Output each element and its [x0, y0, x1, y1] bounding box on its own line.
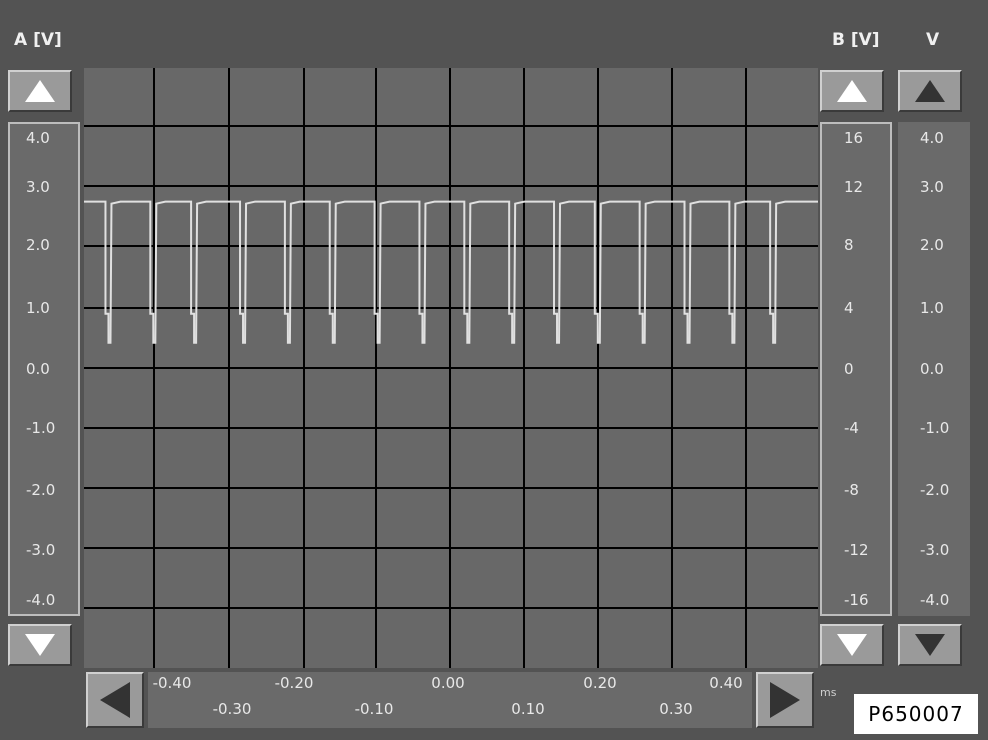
triangle-down-icon — [837, 634, 867, 656]
scale-v-header: V — [926, 30, 940, 50]
scale-b-tick: -8 — [844, 481, 859, 499]
triangle-down-icon — [915, 634, 945, 656]
plot-grid — [84, 68, 818, 668]
scale-a-tick: -2.0 — [26, 481, 56, 499]
scale-a-tick: 1.0 — [26, 299, 50, 317]
scale-b-tick: -4 — [844, 419, 859, 437]
scale-v-tick: 4.0 — [920, 129, 944, 147]
scale-b-tick: -16 — [844, 591, 869, 609]
scale-b-header: B [V] — [832, 30, 880, 50]
scale-b: 16 12 8 4 0 -4 -8 -12 -16 — [820, 122, 892, 616]
triangle-right-icon — [770, 682, 800, 718]
x-tick-minor: 0.30 — [659, 700, 693, 718]
x-unit-label: ms — [820, 686, 837, 699]
x-scroll-left-button[interactable] — [86, 672, 144, 728]
triangle-left-icon — [100, 682, 130, 718]
x-tick-minor: -0.10 — [354, 700, 394, 718]
x-tick-major: -0.20 — [274, 674, 314, 692]
x-tick-major: 0.40 — [709, 674, 743, 692]
x-tick-major: 0.00 — [431, 674, 465, 692]
x-scroll-right-button[interactable] — [756, 672, 814, 728]
scale-a-tick: -1.0 — [26, 419, 56, 437]
scale-a-header: A [V] — [14, 30, 62, 50]
scale-b-tick: 16 — [844, 129, 864, 147]
scale-b-up-button[interactable] — [820, 70, 884, 112]
scale-v-up-button[interactable] — [898, 70, 962, 112]
scale-b-tick: -12 — [844, 541, 869, 559]
scale-v-tick: -4.0 — [920, 591, 950, 609]
signal-trace — [84, 200, 818, 344]
scale-b-tick: 4 — [844, 299, 854, 317]
scale-a: 4.0 3.0 2.0 1.0 0.0 -1.0 -2.0 -3.0 -4.0 — [8, 122, 80, 616]
scale-a-up-button[interactable] — [8, 70, 72, 112]
scale-b-tick: 12 — [844, 178, 864, 196]
scale-v-tick: 1.0 — [920, 299, 944, 317]
scale-v-tick: 2.0 — [920, 236, 944, 254]
x-axis-scale: -0.40 -0.20 0.00 0.20 0.40 -0.30 -0.10 0.10 0.30 — [148, 672, 752, 728]
scale-a-tick: 4.0 — [26, 129, 50, 147]
scale-v-tick: -3.0 — [920, 541, 950, 559]
x-tick-minor: -0.30 — [212, 700, 252, 718]
x-tick-major: 0.20 — [583, 674, 617, 692]
scale-b-down-button[interactable] — [820, 624, 884, 666]
x-tick-major: -0.40 — [152, 674, 192, 692]
scale-v: 4.0 3.0 2.0 1.0 0.0 -1.0 -2.0 -3.0 -4.0 — [898, 122, 970, 616]
scale-a-tick: -3.0 — [26, 541, 56, 559]
figure-code: P650007 — [854, 694, 978, 734]
triangle-up-icon — [25, 80, 55, 102]
scale-v-tick: 3.0 — [920, 178, 944, 196]
scale-v-tick: -1.0 — [920, 419, 950, 437]
scale-v-tick: -2.0 — [920, 481, 950, 499]
oscilloscope-plot — [84, 68, 818, 668]
scale-a-down-button[interactable] — [8, 624, 72, 666]
triangle-up-icon — [837, 80, 867, 102]
scale-b-tick: 0 — [844, 360, 854, 378]
scale-b-tick: 8 — [844, 236, 854, 254]
triangle-down-icon — [25, 634, 55, 656]
scale-a-tick: -4.0 — [26, 591, 56, 609]
scale-a-tick: 0.0 — [26, 360, 50, 378]
x-tick-minor: 0.10 — [511, 700, 545, 718]
scale-a-tick: 2.0 — [26, 236, 50, 254]
triangle-up-icon — [915, 80, 945, 102]
scale-v-down-button[interactable] — [898, 624, 962, 666]
scale-v-tick: 0.0 — [920, 360, 944, 378]
scale-a-tick: 3.0 — [26, 178, 50, 196]
